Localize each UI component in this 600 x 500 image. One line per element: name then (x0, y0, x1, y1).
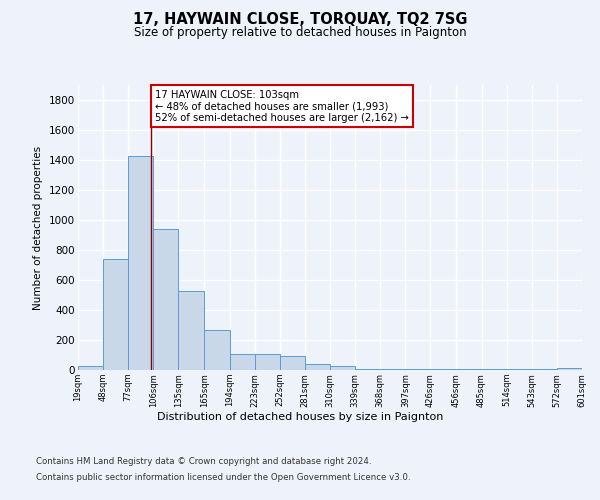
Text: Contains public sector information licensed under the Open Government Licence v3: Contains public sector information licen… (36, 472, 410, 482)
Text: 17 HAYWAIN CLOSE: 103sqm
← 48% of detached houses are smaller (1,993)
52% of sem: 17 HAYWAIN CLOSE: 103sqm ← 48% of detach… (155, 90, 409, 122)
Bar (128, 156, 154, 370)
Bar (230, 354, 254, 370)
Bar (506, 369, 532, 370)
Bar (103, 259, 128, 370)
Bar (178, 290, 205, 370)
Bar (380, 368, 406, 370)
Bar (482, 369, 506, 370)
Text: Size of property relative to detached houses in Paignton: Size of property relative to detached ho… (134, 26, 466, 39)
Bar (532, 369, 557, 370)
Bar (457, 369, 482, 370)
Bar (305, 364, 330, 370)
Bar (557, 368, 582, 370)
Bar (406, 368, 430, 370)
Bar (78, 366, 103, 370)
Bar (205, 330, 230, 370)
Y-axis label: Number of detached properties: Number of detached properties (34, 146, 43, 310)
Text: Distribution of detached houses by size in Paignton: Distribution of detached houses by size … (157, 412, 443, 422)
Text: Contains HM Land Registry data © Crown copyright and database right 2024.: Contains HM Land Registry data © Crown c… (36, 458, 371, 466)
Bar (280, 356, 305, 370)
Bar (430, 369, 457, 370)
Bar (254, 354, 280, 370)
Text: 17, HAYWAIN CLOSE, TORQUAY, TQ2 7SG: 17, HAYWAIN CLOSE, TORQUAY, TQ2 7SG (133, 12, 467, 28)
Bar (330, 366, 355, 370)
Bar (355, 368, 380, 370)
Bar (154, 229, 178, 370)
